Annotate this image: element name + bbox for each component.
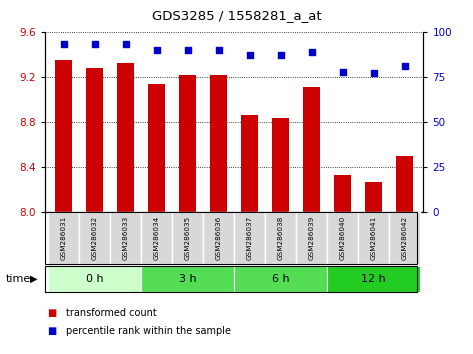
Point bbox=[277, 52, 284, 58]
Text: GSM286041: GSM286041 bbox=[371, 216, 377, 260]
Text: transformed count: transformed count bbox=[66, 308, 157, 318]
Bar bbox=[79, 212, 110, 264]
Bar bbox=[365, 182, 382, 212]
Point bbox=[184, 47, 192, 53]
Text: GSM286033: GSM286033 bbox=[123, 216, 129, 260]
Text: GSM286040: GSM286040 bbox=[340, 216, 346, 260]
Point bbox=[246, 52, 254, 58]
Text: 3 h: 3 h bbox=[179, 274, 196, 284]
Bar bbox=[327, 212, 358, 264]
Point bbox=[153, 47, 160, 53]
Bar bbox=[241, 115, 258, 212]
Text: GSM286038: GSM286038 bbox=[278, 216, 284, 260]
Bar bbox=[110, 212, 141, 264]
Point bbox=[215, 47, 222, 53]
Text: GSM286032: GSM286032 bbox=[92, 216, 97, 260]
Text: 0 h: 0 h bbox=[86, 274, 104, 284]
Text: GSM286035: GSM286035 bbox=[184, 216, 191, 260]
Text: time: time bbox=[6, 274, 31, 284]
Text: GSM286031: GSM286031 bbox=[61, 216, 67, 260]
Text: 6 h: 6 h bbox=[272, 274, 289, 284]
Bar bbox=[234, 212, 265, 264]
Bar bbox=[358, 212, 389, 264]
Bar bbox=[334, 175, 351, 212]
Text: ■: ■ bbox=[47, 326, 57, 336]
Text: percentile rank within the sample: percentile rank within the sample bbox=[66, 326, 231, 336]
Bar bbox=[179, 75, 196, 212]
Text: GSM286036: GSM286036 bbox=[216, 216, 222, 260]
Point bbox=[308, 49, 315, 55]
Bar bbox=[396, 156, 413, 212]
Bar bbox=[234, 266, 327, 292]
Bar bbox=[296, 212, 327, 264]
Bar bbox=[141, 212, 172, 264]
Bar bbox=[327, 266, 420, 292]
Bar bbox=[172, 212, 203, 264]
Text: GSM286042: GSM286042 bbox=[402, 216, 408, 260]
Text: GSM286034: GSM286034 bbox=[154, 216, 159, 260]
Point bbox=[370, 70, 377, 76]
Point bbox=[401, 63, 409, 69]
Bar bbox=[210, 75, 227, 212]
Text: ■: ■ bbox=[47, 308, 57, 318]
Bar bbox=[117, 63, 134, 212]
Bar bbox=[48, 212, 79, 264]
Bar bbox=[265, 212, 296, 264]
Bar bbox=[55, 60, 72, 212]
Text: GSM286039: GSM286039 bbox=[309, 216, 315, 260]
Bar bbox=[141, 266, 234, 292]
Point bbox=[122, 42, 129, 47]
Bar bbox=[389, 212, 420, 264]
Point bbox=[339, 69, 347, 74]
Text: GSM286037: GSM286037 bbox=[246, 216, 253, 260]
Point bbox=[91, 42, 98, 47]
Point bbox=[60, 42, 67, 47]
Bar bbox=[303, 87, 320, 212]
Text: ▶: ▶ bbox=[30, 274, 37, 284]
Bar bbox=[272, 118, 289, 212]
Bar bbox=[203, 212, 234, 264]
Bar bbox=[48, 266, 141, 292]
Bar bbox=[148, 84, 165, 212]
Text: GDS3285 / 1558281_a_at: GDS3285 / 1558281_a_at bbox=[152, 9, 321, 22]
Bar bbox=[86, 68, 103, 212]
Text: 12 h: 12 h bbox=[361, 274, 386, 284]
